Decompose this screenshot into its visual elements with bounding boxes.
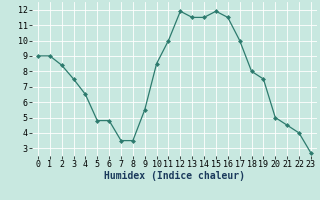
X-axis label: Humidex (Indice chaleur): Humidex (Indice chaleur) [104, 171, 245, 181]
